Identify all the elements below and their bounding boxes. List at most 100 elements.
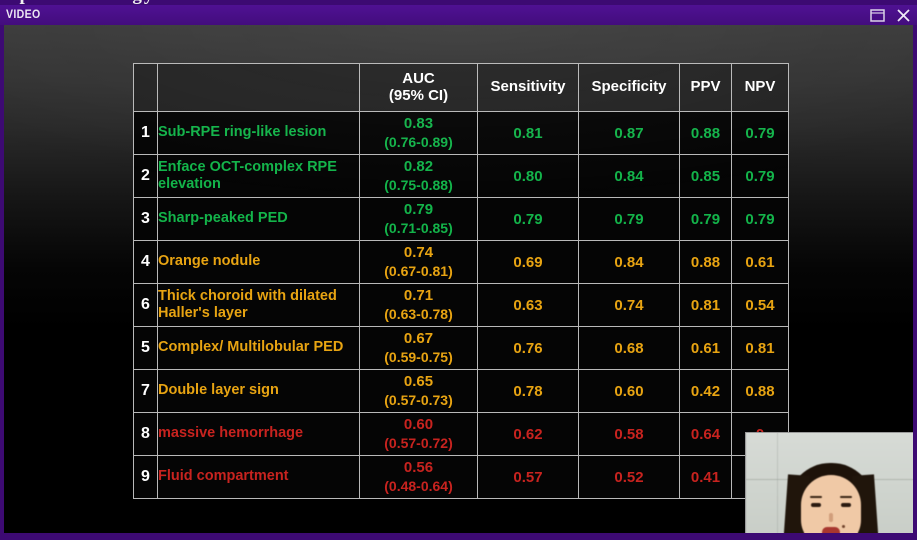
auc-confidence-interval: (0.57-0.72)	[384, 434, 453, 451]
auc-point-estimate: 0.82	[403, 158, 434, 176]
specificity-value: 0.74	[578, 283, 680, 327]
table-row: 7 Double layer sign 0.65 (0.57-0.73) 0.78 0.6…	[133, 369, 789, 413]
auc-cell: 0.71 (0.63-0.78)	[359, 283, 478, 327]
table-row: 1 Sub-RPE ring-like lesion 0.83 (0.76-0.89)…	[133, 111, 789, 155]
sensitivity-value: 0.79	[477, 197, 579, 241]
table-row: 8 massive hemorrhage 0.60 (0.57-0.72) 0.62 0.…	[133, 412, 789, 456]
table-row: 2 Enface OCT-complex RPE elevation 0.82 (0.…	[133, 154, 789, 198]
window-frame-bottom	[0, 533, 917, 540]
specificity-value: 0.52	[578, 455, 680, 499]
specificity-value: 0.58	[578, 412, 680, 456]
feature-name: Thick choroid with dilated Haller's laye…	[157, 283, 360, 327]
row-number: 1	[133, 111, 158, 155]
feature-name: Sub-RPE ring-like lesion	[157, 111, 360, 155]
sensitivity-value: 0.69	[477, 240, 579, 284]
auc-confidence-interval: (0.48-0.64)	[384, 477, 453, 494]
presenter-brow-right	[840, 496, 852, 498]
sensitivity-value: 0.80	[477, 154, 579, 198]
auc-cell: 0.79 (0.71-0.85)	[359, 197, 478, 241]
ppv-value: 0.41	[679, 455, 732, 499]
table-header-row: AUC (95% CI) Sensitivity Specificity PPV…	[133, 63, 789, 112]
presenter-face	[801, 475, 861, 533]
ppv-value: 0.61	[679, 326, 732, 370]
ppv-value: 0.64	[679, 412, 732, 456]
row-number: 3	[133, 197, 158, 241]
feature-name: Fluid compartment	[157, 455, 360, 499]
auc-point-estimate: 0.60	[403, 416, 434, 434]
specificity-value: 0.68	[578, 326, 680, 370]
auc-point-estimate: 0.67	[403, 330, 434, 348]
auc-confidence-interval: (0.71-0.85)	[384, 219, 453, 236]
row-number: 6	[133, 283, 158, 327]
sensitivity-value: 0.63	[477, 283, 579, 327]
window-controls	[867, 5, 913, 25]
presenter-mole	[842, 525, 845, 528]
feature-name: Complex/ Multilobular PED	[157, 326, 360, 370]
auc-cell: 0.83 (0.76-0.89)	[359, 111, 478, 155]
npv-value: 0.81	[731, 326, 789, 370]
npv-value: 0.79	[731, 111, 789, 155]
auc-confidence-interval: (0.57-0.73)	[384, 391, 453, 408]
row-number: 2	[133, 154, 158, 198]
sensitivity-value: 0.76	[477, 326, 579, 370]
auc-point-estimate: 0.74	[403, 244, 434, 262]
feature-name: Enface OCT-complex RPE elevation	[157, 154, 360, 198]
auc-label-line1: AUC	[402, 69, 435, 87]
auc-cell: 0.56 (0.48-0.64)	[359, 455, 478, 499]
row-number: 7	[133, 369, 158, 413]
presenter-brow-left	[810, 496, 822, 498]
cutoff-heading-text: ophthalmology	[8, 0, 155, 5]
table-row: 6 Thick choroid with dilated Haller's lay…	[133, 283, 789, 327]
restore-window-button[interactable]	[867, 5, 887, 25]
auc-point-estimate: 0.56	[403, 459, 434, 477]
close-window-button[interactable]	[893, 5, 913, 25]
npv-value: 0.79	[731, 197, 789, 241]
window-frame-left	[0, 25, 4, 536]
diagnostic-performance-table: AUC (95% CI) Sensitivity Specificity PPV…	[133, 63, 789, 499]
window-frame-right	[913, 25, 917, 536]
window-titlebar[interactable]: VIDEO	[0, 5, 917, 25]
column-header-feature	[157, 63, 360, 112]
sensitivity-value: 0.57	[477, 455, 579, 499]
feature-name: massive hemorrhage	[157, 412, 360, 456]
ppv-value: 0.42	[679, 369, 732, 413]
row-number: 5	[133, 326, 158, 370]
auc-confidence-interval: (0.75-0.88)	[384, 176, 453, 193]
table-row: 9 Fluid compartment 0.56 (0.48-0.64) 0.57 0.5…	[133, 455, 789, 499]
auc-confidence-interval: (0.63-0.78)	[384, 305, 453, 322]
auc-cell: 0.60 (0.57-0.72)	[359, 412, 478, 456]
window-title: VIDEO	[6, 7, 41, 21]
auc-confidence-interval: (0.59-0.75)	[384, 348, 453, 365]
auc-label-line2: (95% CI)	[388, 86, 449, 104]
row-number: 9	[133, 455, 158, 499]
auc-cell: 0.82 (0.75-0.88)	[359, 154, 478, 198]
auc-cell: 0.74 (0.67-0.81)	[359, 240, 478, 284]
ppv-value: 0.79	[679, 197, 732, 241]
column-header-npv: NPV	[731, 63, 789, 112]
auc-confidence-interval: (0.67-0.81)	[384, 262, 453, 279]
table-row: 3 Sharp-peaked PED 0.79 (0.71-0.85) 0.79 0.79…	[133, 197, 789, 241]
auc-cell: 0.67 (0.59-0.75)	[359, 326, 478, 370]
column-header-auc: AUC (95% CI)	[359, 63, 478, 112]
table-row: 4 Orange nodule 0.74 (0.67-0.81) 0.69 0.84 0.8…	[133, 240, 789, 284]
webcam-scene	[746, 433, 913, 533]
ppv-value: 0.81	[679, 283, 732, 327]
npv-value: 0.88	[731, 369, 789, 413]
specificity-value: 0.84	[578, 154, 680, 198]
npv-value: 0.61	[731, 240, 789, 284]
presenter-eye-right	[841, 503, 851, 507]
presenter-webcam-overlay[interactable]	[745, 432, 913, 533]
auc-confidence-interval: (0.76-0.89)	[384, 133, 453, 150]
specificity-value: 0.60	[578, 369, 680, 413]
specificity-value: 0.84	[578, 240, 680, 284]
column-header-ppv: PPV	[679, 63, 732, 112]
specificity-value: 0.79	[578, 197, 680, 241]
sensitivity-value: 0.62	[477, 412, 579, 456]
feature-name: Orange nodule	[157, 240, 360, 284]
npv-value: 0.79	[731, 154, 789, 198]
auc-point-estimate: 0.65	[403, 373, 434, 391]
ppv-value: 0.88	[679, 111, 732, 155]
column-header-number	[133, 63, 158, 112]
sensitivity-value: 0.78	[477, 369, 579, 413]
ppv-value: 0.88	[679, 240, 732, 284]
